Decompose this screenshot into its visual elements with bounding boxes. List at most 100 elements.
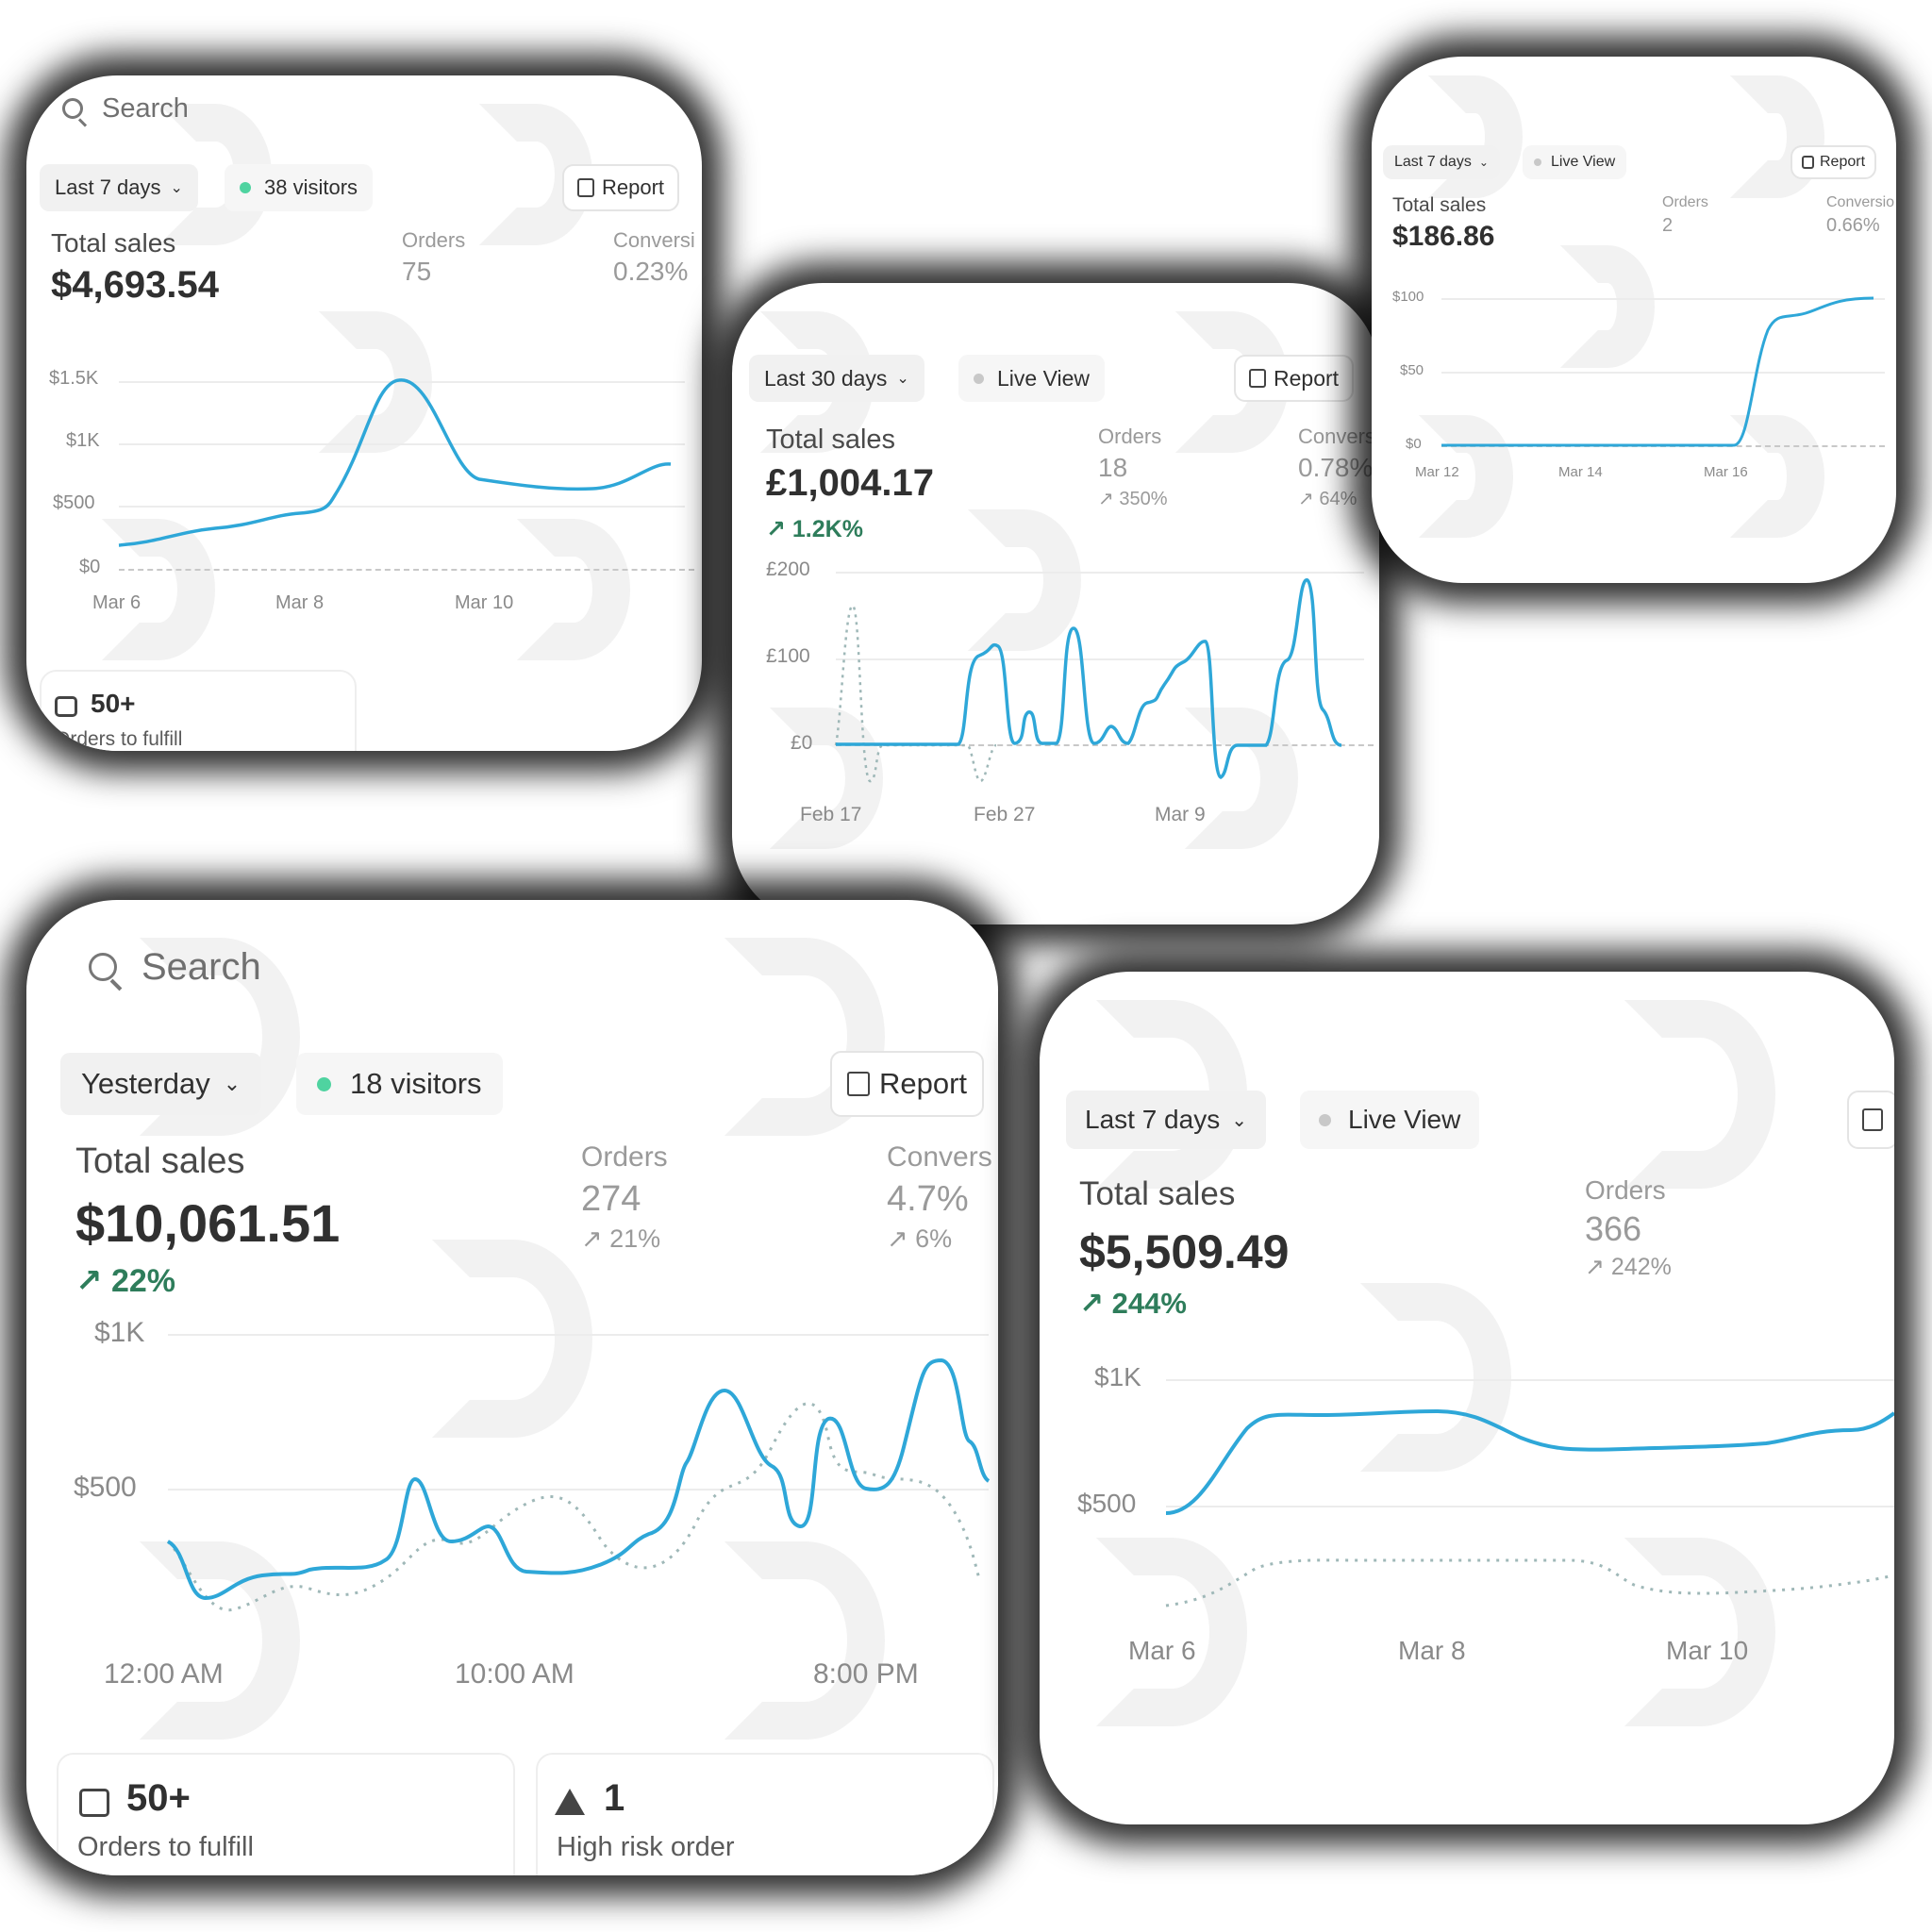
total-sales-value: £1,004.17 (766, 462, 934, 504)
high-risk-order-tile[interactable]: 1 High risk order (536, 1753, 994, 1875)
conversion-delta: ↗ 6% (887, 1224, 953, 1253)
sales-line (1165, 1408, 1894, 1515)
y-tick: $0 (1406, 436, 1422, 452)
arrow-up-right-icon: ↗ (887, 1224, 916, 1253)
y-tick: £200 (766, 558, 810, 580)
chevron-down-icon: ⌄ (223, 1072, 242, 1095)
conversion-label: Convers (1298, 425, 1375, 448)
y-tick: £100 (766, 645, 810, 667)
sales-line (118, 378, 672, 547)
y-tick: £0 (791, 732, 813, 754)
search-bar[interactable]: Search (89, 934, 261, 1000)
conversion-value: 0.78% (1298, 453, 1374, 482)
period-selector[interactable]: Yesterday ⌄ (60, 1053, 262, 1115)
sales-line (1441, 296, 1874, 447)
chevron-down-icon: ⌄ (1478, 156, 1489, 169)
zero-line (836, 744, 1374, 746)
search-icon (62, 98, 88, 127)
gridline (119, 506, 685, 508)
dashboard-card-2: Last 30 days ⌄ Live View Report Total sa… (732, 283, 1379, 924)
report-label: Report (602, 175, 665, 199)
risk-count: 1 (604, 1777, 625, 1819)
conversion-label: Conversi (613, 228, 695, 252)
x-tick: Mar 6 (1128, 1636, 1196, 1665)
chevron-down-icon: ⌄ (1231, 1109, 1247, 1131)
period-selector[interactable]: Last 7 days ⌄ (40, 164, 198, 211)
sales-line (166, 1357, 991, 1601)
search-placeholder: Search (102, 92, 189, 124)
orders-value: 366 (1585, 1209, 1642, 1248)
report-button[interactable]: Report (1790, 145, 1877, 179)
y-tick: $1.5K (49, 368, 99, 389)
zero-line (119, 569, 694, 571)
sales-line-chart (118, 378, 672, 547)
conversion-value: 0.23% (613, 257, 689, 286)
total-sales-label: Total sales (1079, 1175, 1236, 1212)
y-tick: $500 (53, 492, 95, 513)
x-tick: Mar 6 (92, 592, 142, 613)
live-view-label: Live View (997, 365, 1091, 391)
report-button[interactable] (1847, 1091, 1894, 1149)
period-selector[interactable]: Last 30 days ⌄ (749, 355, 924, 402)
orders-to-fulfill-tile[interactable]: 50+ Orders to fulfill (40, 670, 357, 751)
x-tick: Mar 10 (455, 592, 514, 613)
orders-to-fulfill-tile[interactable]: 50+ Orders to fulfill (57, 1753, 515, 1875)
orders-label: Orders (1662, 194, 1708, 210)
live-view-button[interactable]: Live View (958, 355, 1106, 402)
comparison-line (166, 1402, 981, 1612)
visitors-badge[interactable]: 18 visitors (296, 1053, 503, 1115)
sales-line-chart (1165, 1408, 1894, 1607)
orders-label: Orders (581, 1141, 668, 1173)
orders-delta: ↗ 350% (1098, 489, 1168, 509)
live-view-button[interactable]: Live View (1300, 1091, 1480, 1149)
report-button[interactable]: Report (562, 164, 680, 211)
period-selector[interactable]: Last 7 days ⌄ (1383, 145, 1500, 179)
y-tick: $1K (94, 1317, 145, 1348)
search-bar[interactable]: Search (62, 85, 189, 132)
inbox-icon (79, 1789, 109, 1817)
gridline (119, 381, 685, 383)
fulfill-count: 50+ (91, 689, 136, 718)
orders-value: 75 (402, 257, 432, 286)
sales-delta: ↗ 1.2K% (766, 516, 863, 542)
conversion-label: Conversio (1826, 194, 1895, 210)
y-tick: $1K (66, 430, 100, 451)
total-sales-label: Total sales (766, 425, 896, 455)
orders-label: Orders (1585, 1175, 1666, 1205)
orders-value: 274 (581, 1179, 641, 1219)
chevron-down-icon: ⌄ (896, 371, 909, 387)
conversion-value: 4.7% (887, 1179, 969, 1219)
orders-value: 2 (1662, 215, 1674, 236)
x-tick: Mar 10 (1666, 1636, 1749, 1665)
live-view-button[interactable]: Live View (1523, 145, 1627, 179)
arrow-up-right-icon: ↗ (1298, 489, 1320, 509)
fulfill-label: Orders to fulfill (77, 1832, 254, 1862)
x-tick: Mar 12 (1415, 464, 1459, 480)
live-dot-icon (974, 373, 984, 384)
report-icon (847, 1072, 870, 1096)
conversion-value: 0.66% (1826, 215, 1880, 236)
report-icon (1249, 369, 1266, 388)
gridline (168, 1489, 989, 1491)
arrow-up-right-icon: ↗ (766, 516, 792, 542)
conversion-label: Convers (887, 1141, 992, 1173)
total-sales-value: $4,693.54 (51, 264, 219, 306)
report-icon (1802, 156, 1814, 169)
total-sales-label: Total sales (51, 228, 176, 258)
report-button[interactable]: Report (830, 1051, 985, 1117)
report-button[interactable]: Report (1234, 355, 1355, 402)
y-tick: $500 (74, 1472, 137, 1503)
orders-label: Orders (402, 228, 466, 252)
gridline (1166, 1379, 1894, 1381)
comparison-line (1165, 1558, 1894, 1607)
period-selector[interactable]: Last 7 days ⌄ (1066, 1091, 1266, 1149)
visitors-badge[interactable]: 38 visitors (225, 164, 374, 211)
search-icon (89, 953, 123, 991)
dashboard-card-5: Last 7 days ⌄ Live View Total sales $5,5… (1040, 972, 1894, 1824)
gridline (1441, 298, 1885, 300)
fulfill-label: Orders to fulfill (55, 728, 183, 750)
y-tick: $1K (1094, 1362, 1141, 1391)
period-label: Last 7 days (55, 175, 161, 199)
x-tick: Mar 8 (1398, 1636, 1466, 1665)
period-label: Yesterday (81, 1067, 210, 1100)
